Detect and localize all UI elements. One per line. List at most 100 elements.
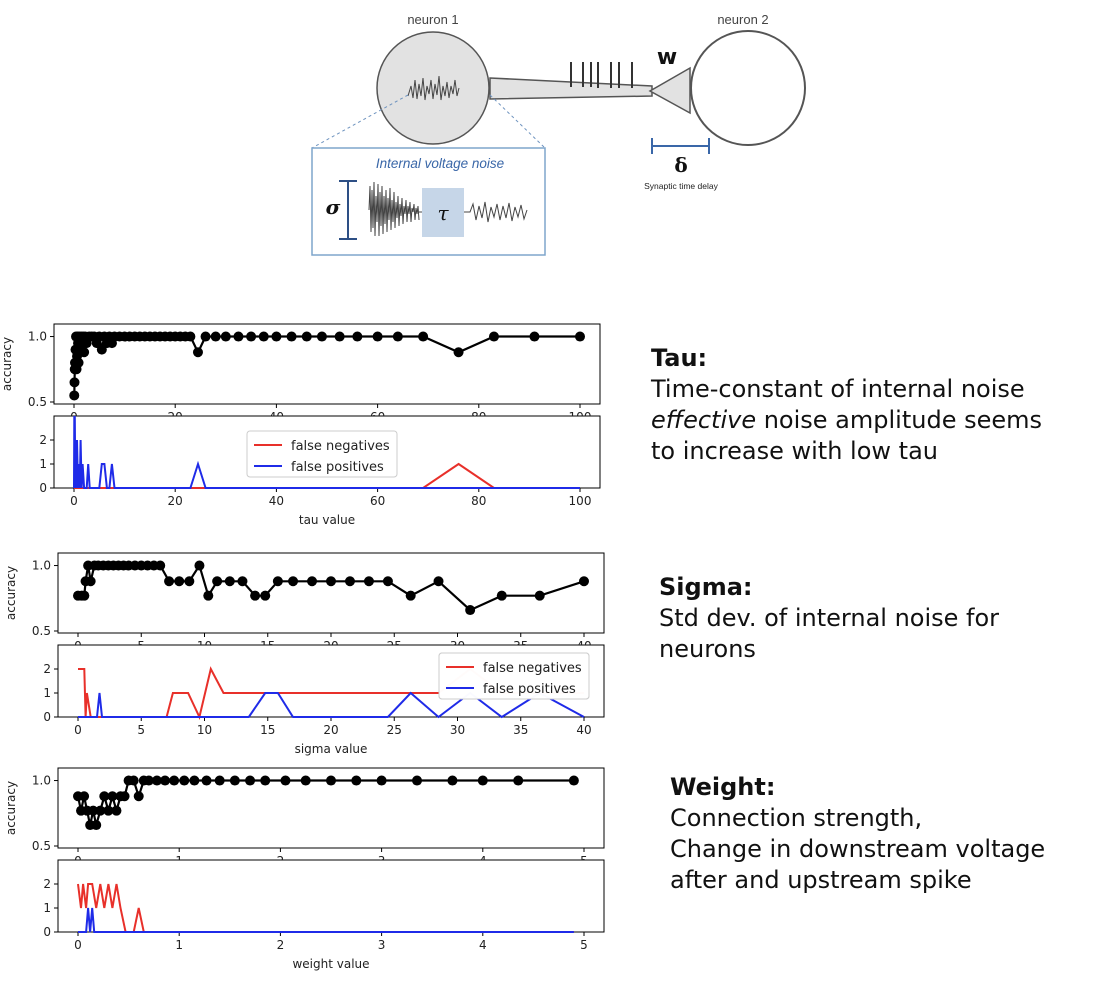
tau-xtick-label: 40	[269, 494, 284, 508]
noise-title: Internal voltage noise	[376, 156, 504, 171]
tau-symbol: τ	[437, 201, 449, 225]
weight-accuracy-point	[128, 775, 139, 786]
sigma-acc-ytick-label: 0.5	[32, 624, 51, 638]
neuron-1-label: neuron 1	[407, 12, 458, 27]
weight-accuracy-point	[300, 775, 311, 786]
weight-xtick-label: 3	[378, 938, 386, 952]
weight-accuracy-point	[107, 791, 118, 802]
weight-line-3: after and upstream spike	[670, 866, 972, 894]
sigma-accuracy-point	[433, 576, 444, 587]
weight-err-ytick-label: 1	[43, 901, 51, 915]
tau-acc-xtick-label: 80	[471, 410, 486, 424]
sigma-acc-xtick-label: 40	[576, 639, 591, 653]
sigma-xtick-label: 35	[513, 723, 528, 737]
tau-accuracy-point	[258, 331, 269, 342]
neuron-1-noise-trace	[407, 75, 460, 101]
tau-accuracy-point	[69, 390, 80, 401]
tau-accuracy-point	[185, 331, 196, 342]
tau-legend-fp-label: false positives	[291, 460, 384, 475]
sigma-accuracy-point	[194, 560, 205, 571]
sigma-xtick-label: 0	[74, 723, 82, 737]
weight-accuracy-point	[447, 775, 458, 786]
sigma-accuracy-point	[250, 590, 261, 601]
tau-accuracy-point	[301, 331, 312, 342]
sigma-xtick-label: 30	[450, 723, 465, 737]
weight-accuracy-point	[169, 775, 180, 786]
sigma-symbol: σ	[326, 195, 341, 219]
sigma-xtick-label: 10	[197, 723, 212, 737]
sigma-acc-xtick-label: 15	[260, 639, 275, 653]
weight-accuracy-point	[326, 775, 336, 786]
weight-acc-xtick-label: 3	[378, 854, 386, 868]
sigma-bracket	[339, 180, 357, 240]
tau-accuracy-point	[233, 331, 244, 342]
tau-accuracy-point	[529, 331, 540, 342]
weight-accuracy-point	[568, 775, 579, 786]
tau-acc-xtick-label: 0	[70, 410, 78, 424]
tau-accuracy-point	[69, 377, 80, 388]
sigma-xtick-label: 40	[576, 723, 591, 737]
weight-accuracy-point	[189, 775, 200, 786]
tau-accuracy-point	[372, 331, 383, 342]
sigma-accuracy-point	[174, 576, 185, 587]
weight-line-2: Change in downstream voltage	[670, 835, 1046, 863]
sigma-err-ytick-label: 0	[43, 710, 51, 724]
tau-xtick-label: 20	[168, 494, 183, 508]
delay-label: Synaptic time delay	[644, 181, 718, 191]
tau-xtick-label: 0	[70, 494, 78, 508]
sigma-acc-xtick-label: 10	[197, 639, 212, 653]
tau-line-2: effective noise amplitude seems	[651, 405, 1042, 436]
tau-accuracy-point	[575, 331, 585, 342]
weight-acc-xtick-label: 1	[175, 854, 183, 868]
sigma-xtick-label: 25	[387, 723, 402, 737]
weight-accuracy-point	[229, 775, 240, 786]
sigma-err-ytick-label: 1	[43, 686, 51, 700]
tau-accuracy-point	[418, 331, 429, 342]
weight-accuracy-point	[201, 775, 212, 786]
tau-acc-xtick-label: 20	[168, 410, 183, 424]
weight-xtick-label: 1	[175, 938, 183, 952]
tau-accuracy-point	[192, 347, 203, 358]
sigma-accuracy-point	[184, 576, 195, 587]
sigma-title: Sigma:	[659, 573, 753, 601]
weight-symbol: w	[657, 45, 677, 70]
weight-accuracy-point	[160, 775, 171, 786]
weight-xtick-label: 0	[74, 938, 82, 952]
sigma-accuracy-point	[272, 576, 283, 587]
tau-description: Tau: Time-constant of internal noise eff…	[651, 343, 1042, 467]
tau-acc-xtick-label: 100	[569, 410, 592, 424]
weight-errors-axes	[57, 859, 605, 933]
weight-err-ytick-label: 0	[43, 925, 51, 939]
tau-accuracy-point	[352, 331, 363, 342]
sigma-accuracy-point	[155, 560, 166, 571]
weight-accuracy-point	[260, 775, 271, 786]
weight-accuracy-point	[111, 805, 122, 816]
tau-accuracy-line	[73, 332, 580, 396]
sigma-acc-ytick-label: 1.0	[32, 559, 51, 573]
tau-accuracy-point	[334, 331, 345, 342]
weight-accuracy-point	[245, 775, 256, 786]
tau-accuracy-point	[79, 347, 90, 358]
weight-accuracy-point	[91, 820, 102, 831]
weight-accuracy-point	[513, 775, 524, 786]
tau-accuracy-point	[200, 331, 211, 342]
sigma-acc-xtick-label: 25	[387, 639, 402, 653]
weight-accuracy-point	[351, 775, 362, 786]
weight-xtick-label: 5	[580, 938, 588, 952]
tau-acc-ytick-label: 1.0	[28, 330, 47, 344]
spike-train	[570, 62, 633, 88]
zoom-line-right	[489, 94, 546, 149]
weight-accuracy-point	[280, 775, 291, 786]
weight-accuracy-axes	[57, 767, 605, 849]
sigma-xtick-label: 20	[323, 723, 338, 737]
sigma-acc-xtick-labels: 0 5 10 15 20 25 30 35 40	[74, 639, 591, 653]
tau-err-ytick-label: 0	[39, 481, 47, 495]
weight-accuracy-point	[412, 775, 423, 786]
weight-acc-xtick-label: 5	[580, 854, 588, 868]
tau-line-2-rest: noise amplitude seems	[756, 406, 1043, 434]
tau-accuracy-point	[210, 331, 221, 342]
weight-acc-xtick-label: 0	[74, 854, 82, 868]
weight-legend-fn-label: false negatives	[483, 661, 582, 676]
weight-description: Weight: Connection strength, Change in d…	[670, 772, 1045, 896]
sigma-line-2: neurons	[659, 635, 756, 663]
